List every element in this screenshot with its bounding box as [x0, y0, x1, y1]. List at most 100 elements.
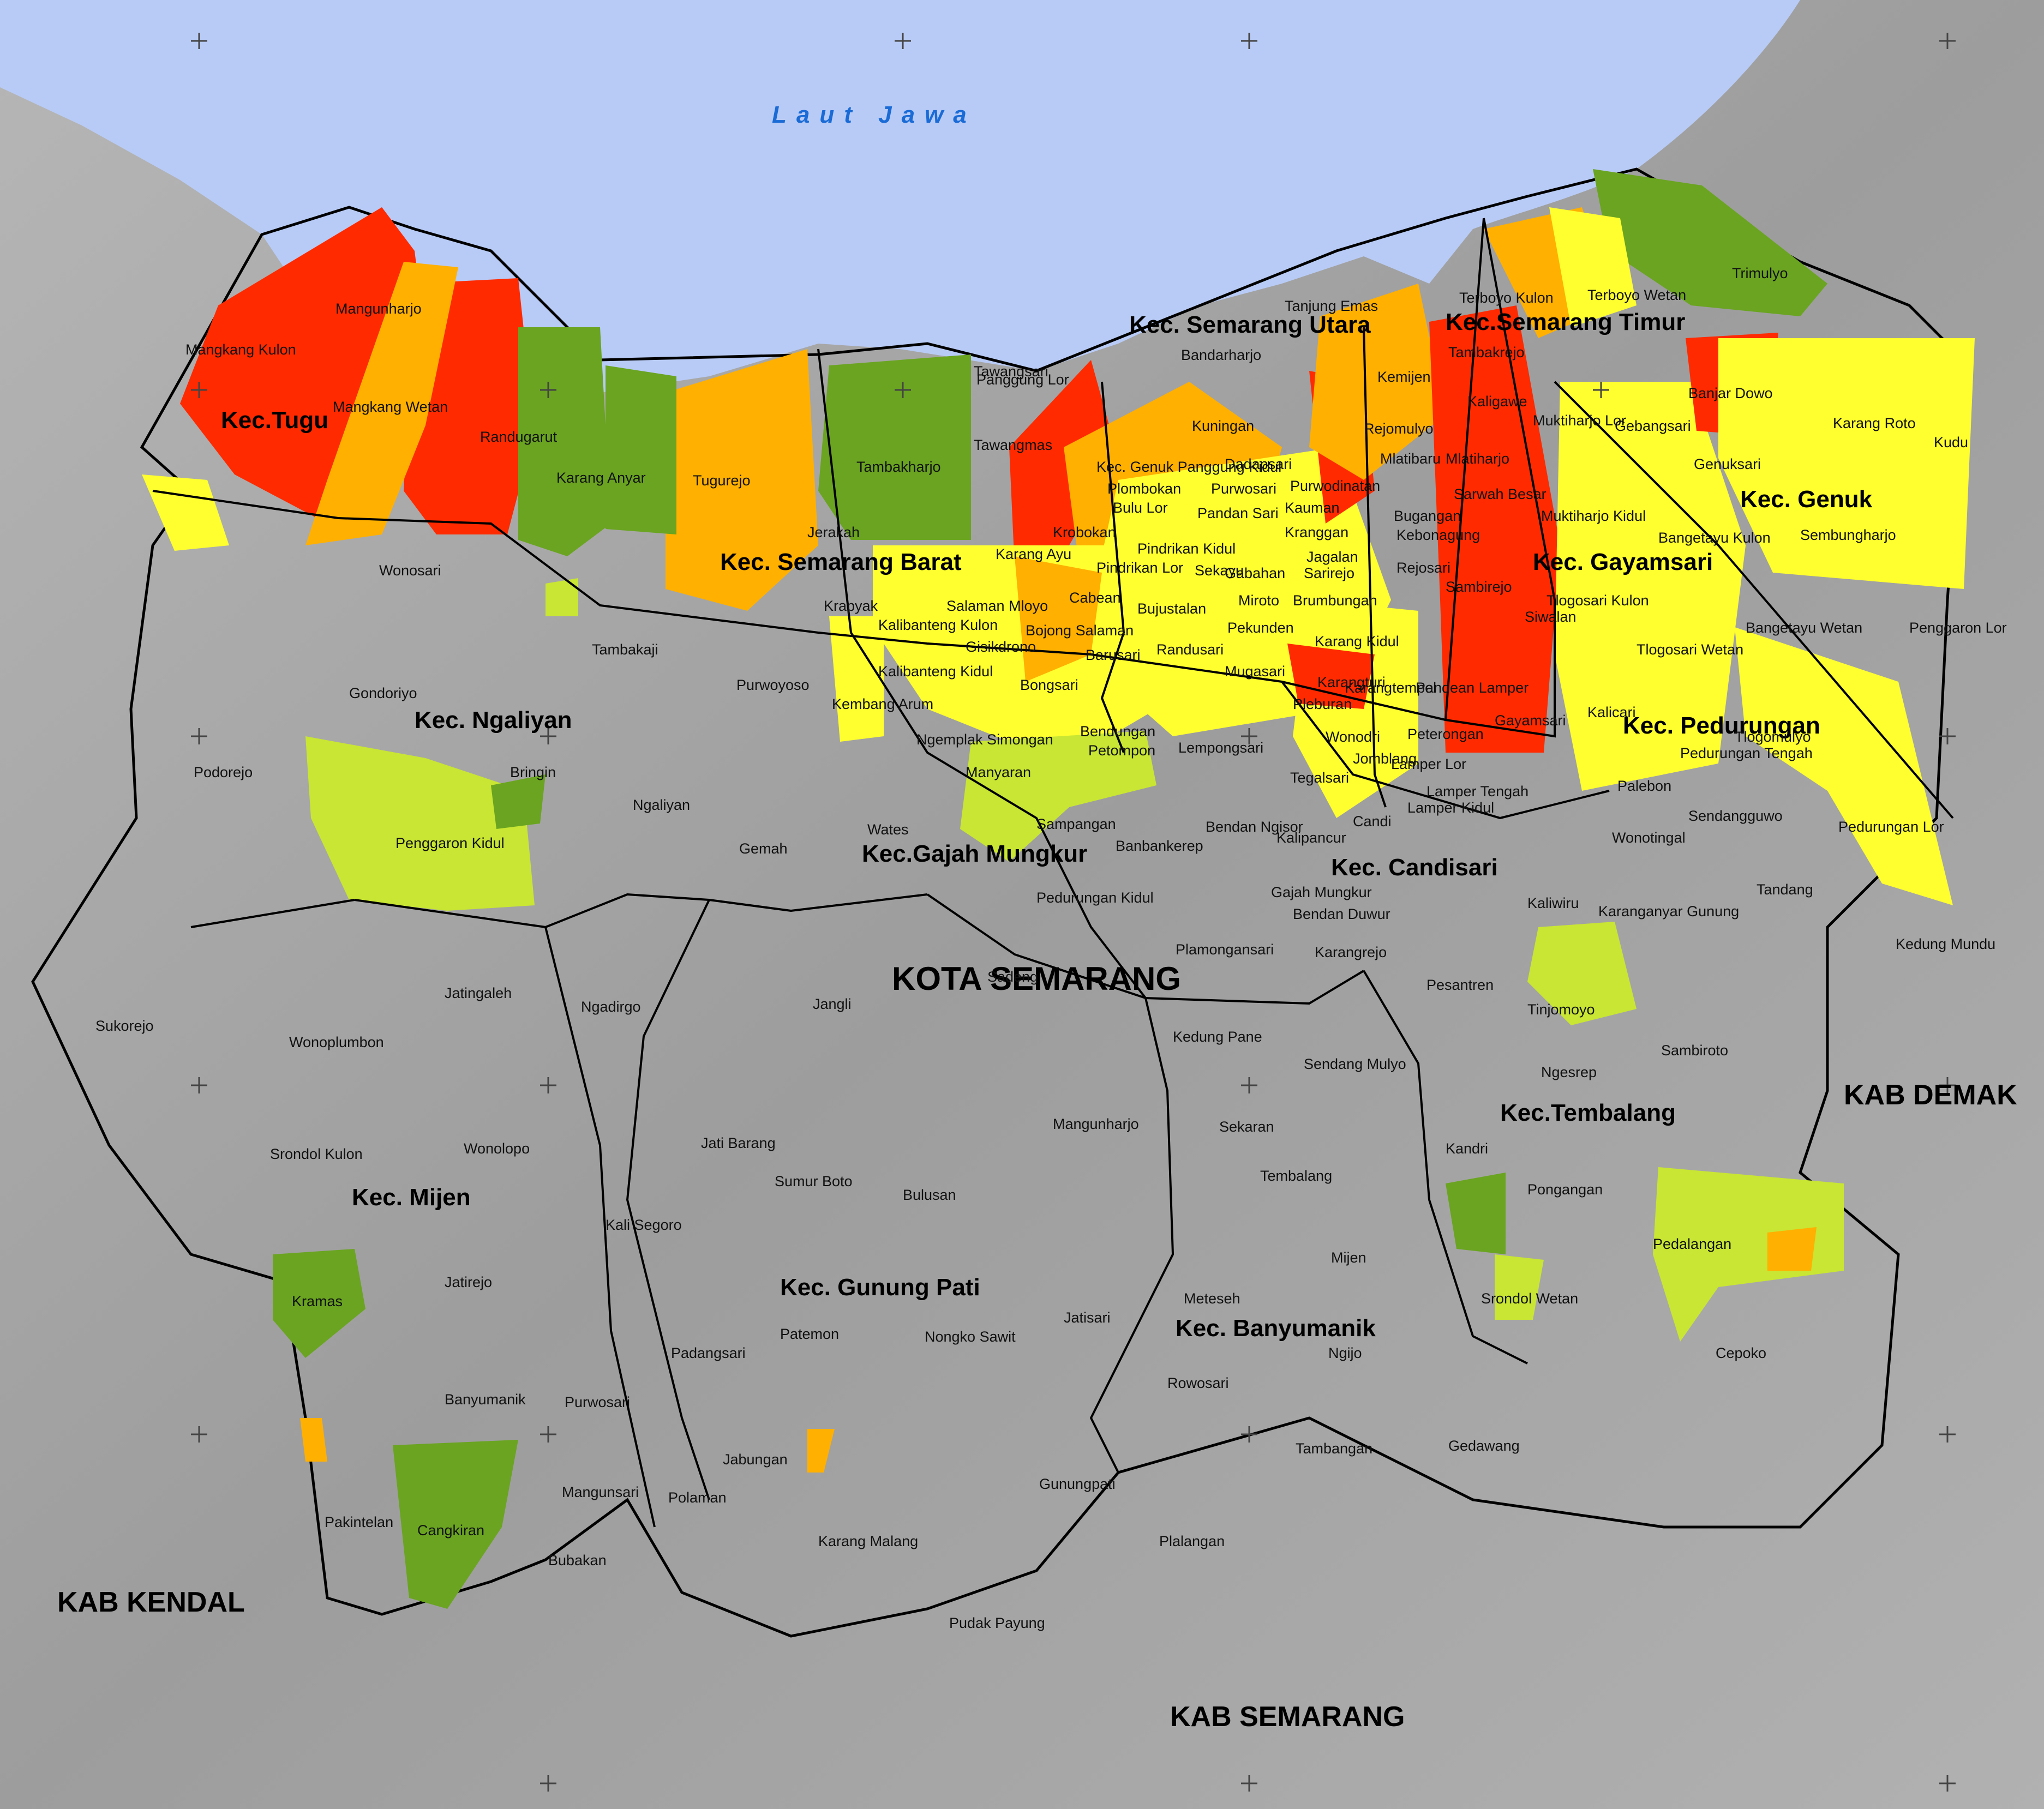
village-label: Kauman [1285, 500, 1340, 516]
village-label: Karang Roto [1833, 415, 1916, 431]
village-label: Pleburan [1293, 696, 1352, 712]
village-label: Purwoyoso [736, 677, 810, 693]
village-label: Sarirejo [1304, 565, 1354, 581]
village-label: Gayamsari [1495, 712, 1566, 729]
village-label: Ngaliyan [633, 797, 690, 813]
village-label: Bendungan [1080, 723, 1155, 740]
district-boundaries [152, 218, 1954, 1528]
village-label: Tambakrejo [1448, 344, 1525, 360]
village-label: Cangkiran [417, 1522, 484, 1538]
village-label: Srondol Kulon [270, 1146, 363, 1162]
village-label: Pedurungan Lor [1838, 819, 1944, 835]
village-label: Kudu [1934, 434, 1968, 450]
village-label: Karangrejo [1315, 944, 1387, 960]
village-label: Mlatiharjo [1446, 450, 1509, 467]
village-label: Jangli [813, 996, 852, 1012]
village-label: Tugurejo [693, 472, 751, 489]
village-label: Kalibanteng Kidul [878, 663, 993, 680]
village-label: Mangunsari [562, 1484, 639, 1500]
village-label: Patemon [780, 1326, 839, 1342]
village-label: Sekayu [1195, 562, 1244, 579]
village-label: Karangtempel [1345, 680, 1436, 696]
village-label: Bangetayu Kulon [1658, 530, 1771, 546]
village-label: Kedung Pane [1173, 1029, 1262, 1045]
village-label: Lamper Lor [1391, 756, 1466, 772]
village-label: Bubakan [548, 1552, 607, 1568]
village-label: Mlatibaru [1380, 450, 1441, 467]
village-label: Petompon [1088, 742, 1155, 759]
village-label: Peterongan [1407, 726, 1484, 742]
village-label: Kec. Genuk Panggung Kidul [1096, 459, 1281, 475]
village-label: Sembungharjo [1800, 527, 1896, 543]
village-label: Kebonagung [1396, 527, 1480, 543]
village-label: Mangunharjo [335, 301, 422, 317]
village-label: Bendan Ngisor [1206, 819, 1303, 835]
district-label: Kec. Pedurungan [1623, 712, 1820, 739]
district-label: Kec. Ngaliyan [415, 707, 572, 734]
village-label: Rejosari [1396, 560, 1450, 576]
village-label: Gajah Mungkur [1271, 884, 1372, 900]
village-label: Mangkang Wetan [333, 399, 448, 415]
village-label: Muktiharjo Kidul [1541, 508, 1646, 524]
village-label: Krapyak [824, 598, 878, 614]
sea-label: Laut Jawa [772, 101, 976, 128]
village-label: Barusari [1086, 647, 1141, 663]
village-label: Kuningan [1192, 418, 1254, 434]
village-label: Candi [1353, 813, 1392, 830]
village-label: Brumbungan [1293, 592, 1377, 609]
village-label: Tlogosari Kulon [1547, 592, 1649, 609]
village-label: Sadeng [987, 969, 1038, 985]
village-label: Kaligawe [1467, 393, 1527, 410]
village-label: Karangturi [1317, 674, 1386, 690]
village-label: Kalicari [1587, 704, 1636, 720]
village-label: Karanganyar Gunung [1598, 903, 1739, 919]
village-label: Gabahan [1225, 565, 1285, 581]
village-label: Wonolopo [464, 1140, 530, 1157]
village-label: Pudak Payung [949, 1615, 1045, 1631]
village-label: Kedung Mundu [1896, 936, 1995, 952]
region-label-semarang: KAB SEMARANG [1170, 1701, 1405, 1733]
village-label: Muktiharjo Lor [1533, 412, 1626, 429]
village-label: Jatingaleh [445, 985, 512, 1001]
village-label: Nongko Sawit [925, 1329, 1016, 1345]
village-label: Rejomulyo [1364, 420, 1434, 437]
village-label: Tandang [1757, 881, 1813, 898]
village-label: Kalipancur [1276, 830, 1346, 846]
region-label-kendal: KAB KENDAL [57, 1586, 245, 1618]
village-label: Ngemplak Simongan [916, 731, 1053, 748]
village-label: Trimulyo [1732, 265, 1788, 281]
village-label: Wonodri [1326, 729, 1380, 745]
village-label: Bojong Salaman [1026, 622, 1134, 639]
village-label: Sumur Boto [775, 1173, 853, 1189]
village-label: Panggung Lor [976, 371, 1069, 388]
village-label: Kaliwiru [1527, 895, 1579, 911]
village-label: Siwalan [1525, 609, 1577, 625]
village-label: Polaman [668, 1489, 727, 1506]
village-label: Penggaron Kidul [395, 835, 505, 851]
village-label: Cepoko [1716, 1345, 1766, 1361]
village-label: Bangetayu Wetan [1746, 620, 1862, 636]
village-label: Randusari [1156, 641, 1224, 658]
graticule [191, 33, 1956, 1792]
village-label: Mijen [1331, 1249, 1366, 1266]
village-label: Karang Ayu [996, 546, 1071, 562]
village-label: Tlogomulyo [1735, 729, 1811, 745]
village-label: Pakintelan [325, 1514, 393, 1530]
village-label: Plombokan [1107, 480, 1181, 497]
district-label: Kec. Semarang Utara [1129, 311, 1371, 338]
village-label: Manyaran [966, 764, 1031, 780]
village-label: Lamper Tengah [1426, 783, 1528, 800]
village-label: Plalangan [1159, 1533, 1225, 1549]
district-label: Kec. Gunung Pati [780, 1274, 980, 1301]
city-label: KOTA SEMARANG [892, 960, 1181, 997]
village-label: Bulu Lor [1113, 500, 1168, 516]
village-label: Jati Barang [701, 1135, 776, 1151]
village-label: Kramas [292, 1293, 343, 1309]
village-label: Sambiroto [1661, 1042, 1728, 1059]
village-label: Jatisari [1064, 1309, 1111, 1326]
village-label: Tambakharjo [856, 459, 941, 475]
village-label: Terboyo Wetan [1587, 287, 1686, 303]
village-label: Meteseh [1184, 1290, 1240, 1307]
village-label: Tambangan [1296, 1440, 1372, 1457]
